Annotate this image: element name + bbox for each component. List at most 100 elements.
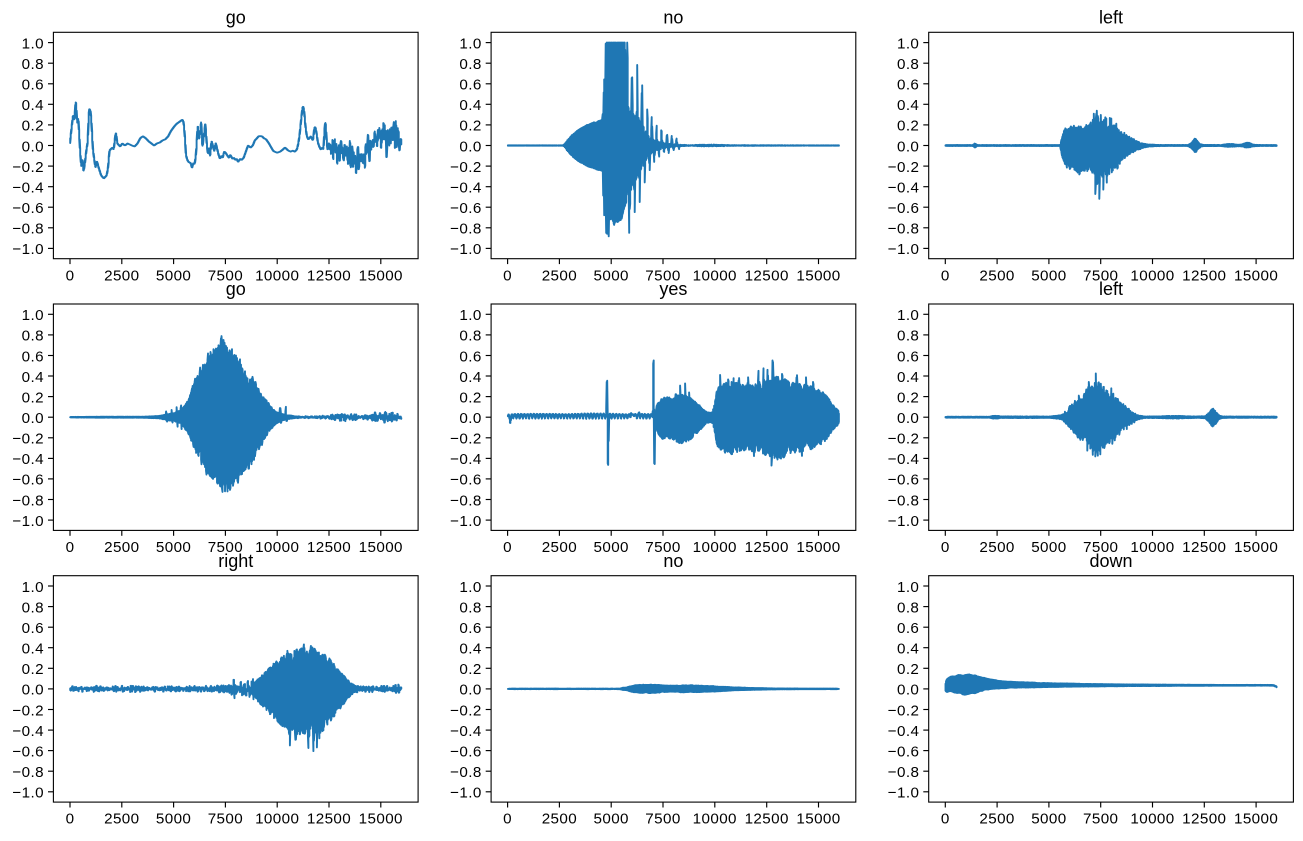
svg-text:0.4: 0.4 [459,97,481,114]
svg-text:left: left [1099,279,1123,299]
svg-text:0.6: 0.6 [459,348,481,365]
svg-text:−1.0: −1.0 [888,785,920,802]
svg-text:0.2: 0.2 [897,389,919,406]
svg-text:0.0: 0.0 [897,138,919,155]
svg-text:0.8: 0.8 [459,328,481,345]
svg-text:0.4: 0.4 [459,369,481,386]
svg-text:−1.0: −1.0 [888,241,920,258]
svg-text:1.0: 1.0 [459,35,481,52]
svg-text:0.4: 0.4 [897,369,919,386]
svg-text:1.0: 1.0 [22,307,44,324]
svg-text:0.2: 0.2 [459,389,481,406]
svg-text:15000: 15000 [359,811,403,828]
svg-text:10000: 10000 [255,539,299,556]
svg-text:12500: 12500 [745,811,789,828]
svg-text:0.2: 0.2 [22,118,44,135]
svg-text:1.0: 1.0 [897,307,919,324]
svg-text:2500: 2500 [104,267,139,284]
svg-text:0.4: 0.4 [459,641,481,658]
svg-text:left: left [1099,8,1123,28]
svg-text:12500: 12500 [307,811,351,828]
svg-text:7500: 7500 [1083,811,1118,828]
svg-text:yes: yes [659,279,687,299]
svg-text:1.0: 1.0 [22,35,44,52]
svg-text:0.8: 0.8 [459,599,481,616]
svg-text:2500: 2500 [979,811,1014,828]
svg-text:12500: 12500 [1182,267,1226,284]
svg-text:−0.6: −0.6 [450,200,482,217]
svg-text:0.0: 0.0 [459,410,481,427]
svg-text:10000: 10000 [255,267,299,284]
svg-text:0.4: 0.4 [897,641,919,658]
svg-text:−0.8: −0.8 [450,221,482,238]
svg-text:15000: 15000 [1234,811,1278,828]
svg-text:1.0: 1.0 [22,579,44,596]
svg-text:0.8: 0.8 [897,599,919,616]
svg-text:0.8: 0.8 [22,56,44,73]
svg-text:7500: 7500 [1083,539,1118,556]
svg-text:12500: 12500 [307,539,351,556]
svg-text:0: 0 [941,811,950,828]
svg-text:−0.4: −0.4 [450,723,482,740]
svg-text:0.6: 0.6 [22,620,44,637]
svg-text:0.6: 0.6 [897,620,919,637]
svg-text:5000: 5000 [156,811,191,828]
svg-text:−0.2: −0.2 [450,431,482,448]
svg-text:15000: 15000 [796,267,840,284]
svg-text:no: no [663,8,683,28]
svg-text:12500: 12500 [745,267,789,284]
svg-text:10000: 10000 [1130,811,1174,828]
svg-text:0.2: 0.2 [22,661,44,678]
svg-text:10000: 10000 [693,267,737,284]
svg-text:0: 0 [503,539,512,556]
svg-text:12500: 12500 [1182,811,1226,828]
svg-text:7500: 7500 [645,539,680,556]
svg-text:12500: 12500 [745,539,789,556]
svg-text:0.8: 0.8 [897,328,919,345]
svg-text:0.2: 0.2 [22,389,44,406]
svg-text:10000: 10000 [693,539,737,556]
svg-text:2500: 2500 [104,811,139,828]
svg-text:−0.8: −0.8 [888,492,920,509]
svg-text:−0.2: −0.2 [12,431,44,448]
svg-text:−0.2: −0.2 [12,159,44,176]
svg-text:0: 0 [941,539,950,556]
svg-text:7500: 7500 [645,811,680,828]
svg-text:0.0: 0.0 [459,682,481,699]
svg-text:−0.2: −0.2 [888,702,920,719]
svg-text:2500: 2500 [979,267,1014,284]
svg-text:0.2: 0.2 [459,661,481,678]
svg-text:15000: 15000 [359,539,403,556]
svg-text:0.6: 0.6 [897,348,919,365]
svg-text:5000: 5000 [594,539,629,556]
svg-text:15000: 15000 [1234,539,1278,556]
svg-text:7500: 7500 [208,267,243,284]
svg-text:go: go [226,8,246,28]
svg-text:0.8: 0.8 [22,599,44,616]
svg-text:7500: 7500 [208,539,243,556]
svg-text:−0.2: −0.2 [888,159,920,176]
svg-text:−0.4: −0.4 [888,451,920,468]
svg-text:−0.6: −0.6 [450,472,482,489]
svg-text:2500: 2500 [542,811,577,828]
svg-text:0.4: 0.4 [897,97,919,114]
svg-text:12500: 12500 [307,267,351,284]
svg-text:1.0: 1.0 [897,35,919,52]
svg-text:0: 0 [66,539,75,556]
svg-text:0.0: 0.0 [22,682,44,699]
svg-text:10000: 10000 [1130,267,1174,284]
svg-text:5000: 5000 [1031,267,1066,284]
svg-text:5000: 5000 [156,267,191,284]
svg-text:5000: 5000 [156,539,191,556]
svg-text:15000: 15000 [796,539,840,556]
svg-text:−0.8: −0.8 [450,492,482,509]
svg-text:−0.4: −0.4 [450,451,482,468]
svg-text:−0.2: −0.2 [450,159,482,176]
svg-text:0: 0 [503,267,512,284]
svg-text:0.0: 0.0 [22,138,44,155]
svg-text:−0.4: −0.4 [450,180,482,197]
svg-text:2500: 2500 [542,267,577,284]
svg-text:−0.8: −0.8 [888,764,920,781]
svg-text:−1.0: −1.0 [12,785,44,802]
svg-text:0: 0 [941,267,950,284]
